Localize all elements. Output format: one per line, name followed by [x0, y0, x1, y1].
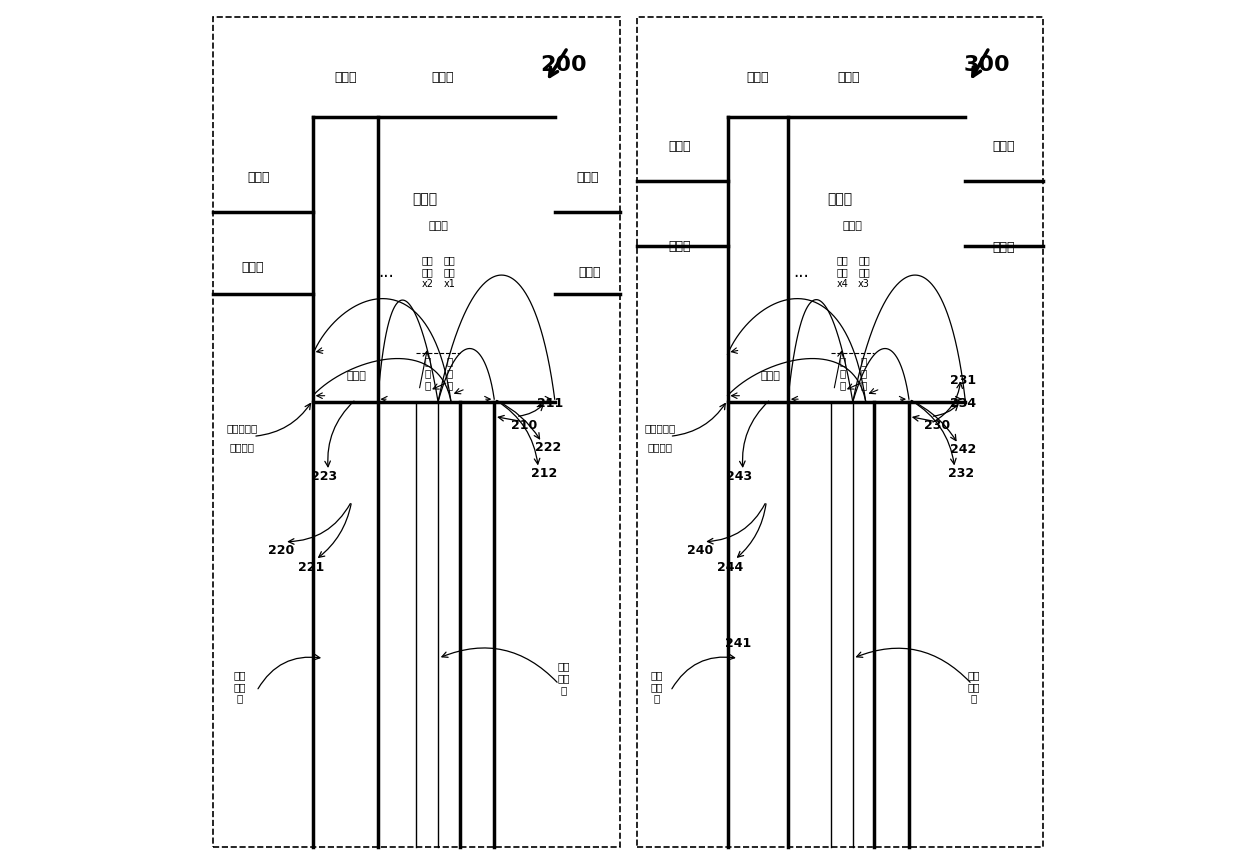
Text: 口边界线: 口边界线	[648, 442, 673, 452]
Text: 路口区驶出: 路口区驶出	[227, 422, 258, 433]
Text: 入口道: 入口道	[746, 71, 769, 85]
Text: 200: 200	[540, 54, 586, 75]
Text: 出口道: 出口道	[247, 170, 270, 184]
Text: 路口区驶出: 路口区驶出	[644, 422, 675, 433]
Text: 240: 240	[686, 543, 712, 557]
Text: 300: 300	[964, 54, 1010, 75]
Text: 入口道: 入口道	[576, 170, 598, 184]
Text: 221: 221	[297, 561, 325, 575]
Text: 车道
分隔
线: 车道 分隔 线	[558, 662, 570, 695]
Text: 242: 242	[950, 442, 976, 456]
Text: 引
导
区: 引 导 区	[839, 357, 845, 390]
Text: 出口道: 出口道	[579, 265, 601, 279]
Text: 引
导
区: 引 导 区	[425, 357, 431, 390]
Text: 入口
车道
x1: 入口 车道 x1	[444, 256, 455, 289]
Text: 出口道: 出口道	[838, 71, 860, 85]
Text: ...: ...	[378, 264, 394, 281]
Text: 路口区: 路口区	[413, 192, 437, 206]
Text: 出口道: 出口道	[992, 241, 1015, 255]
Text: 231: 231	[950, 373, 976, 387]
Text: 入口道: 入口道	[992, 140, 1015, 154]
Text: 222: 222	[535, 441, 561, 454]
Text: 口边界线: 口边界线	[229, 442, 254, 452]
Text: 入口道: 入口道	[669, 239, 691, 253]
Text: 引
导
区: 引 导 区	[861, 357, 867, 390]
Text: 入口道: 入口道	[242, 261, 264, 275]
Text: 入口
车道
x2: 入口 车道 x2	[421, 256, 434, 289]
Text: 230: 230	[924, 419, 950, 433]
Text: 车道
分隔
线: 车道 分隔 线	[233, 670, 245, 703]
Text: 入口道: 入口道	[335, 71, 357, 85]
Text: 出口道: 出口道	[431, 71, 453, 85]
Text: 244: 244	[717, 561, 743, 575]
Text: 入口道: 入口道	[843, 221, 862, 232]
Bar	[213, 17, 620, 847]
Text: 241: 241	[725, 637, 751, 651]
Text: 出口道: 出口道	[346, 371, 366, 381]
Text: 出口道: 出口道	[669, 140, 691, 154]
Text: 223: 223	[311, 470, 337, 484]
Text: 出口道: 出口道	[761, 371, 781, 381]
Text: 入口
车道
x4: 入口 车道 x4	[836, 256, 849, 289]
Text: 232: 232	[948, 467, 974, 480]
Text: 211: 211	[538, 397, 564, 410]
Text: 车道
分隔
线: 车道 分隔 线	[650, 670, 663, 703]
Text: 243: 243	[726, 470, 752, 484]
Text: 引
导
区: 引 导 区	[446, 357, 452, 390]
Text: 212: 212	[532, 467, 558, 480]
Text: 入口
车道
x3: 入口 车道 x3	[859, 256, 870, 289]
Text: 210: 210	[512, 418, 538, 432]
Text: 车道
分隔
线: 车道 分隔 线	[968, 670, 980, 703]
Text: ...: ...	[793, 264, 809, 281]
Text: 入口道: 入口道	[429, 221, 449, 232]
Text: 220: 220	[268, 543, 294, 557]
Text: 234: 234	[950, 397, 976, 410]
Bar	[637, 17, 1043, 847]
Text: 路口区: 路口区	[828, 192, 852, 206]
